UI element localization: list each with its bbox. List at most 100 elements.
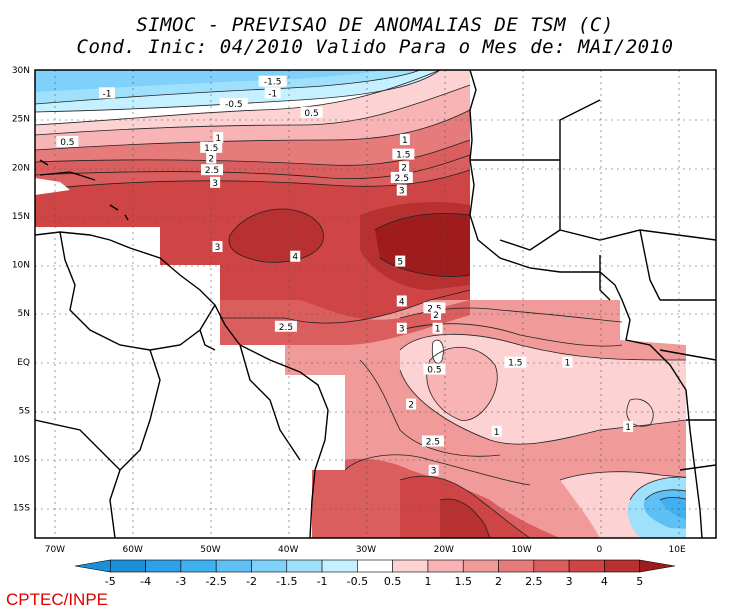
contour-label-bg [504, 356, 527, 368]
contour-label: 1 [402, 136, 408, 146]
contour-label: 0.5 [60, 138, 74, 148]
contour-label: 3 [399, 325, 405, 335]
contour-label: -1 [103, 89, 112, 99]
colorbar-label: -5 [105, 575, 116, 588]
colorbar-swatch [639, 559, 676, 573]
colorbar-label: 3 [566, 575, 573, 588]
colorbar-swatch [215, 559, 252, 573]
lat-tick-label: 30N [12, 66, 30, 76]
colorbar-label: -1.5 [276, 575, 297, 588]
contour-label: 3 [399, 187, 405, 197]
lon-tick-label: 30W [356, 545, 376, 555]
colorbar-label: 1.5 [454, 575, 472, 588]
contour-label: 2.5 [426, 438, 440, 448]
contour-label: 3 [215, 243, 221, 253]
contour-label-bg [290, 250, 301, 262]
lat-tick-label: 5S [19, 406, 31, 416]
colorbar-swatch [286, 559, 323, 573]
contour-label-bg [423, 363, 446, 375]
contour-label: 2.5 [395, 174, 409, 184]
contour-label-bg [423, 302, 446, 314]
contour-label-bg [399, 134, 410, 146]
contour-label: 1.5 [396, 151, 410, 161]
contour-label: 1.5 [204, 144, 218, 154]
contour-lines [35, 70, 716, 538]
latitude-labels: 30N 25N 20N 15N 10N 5N EQ 5S 10S 15S [12, 66, 30, 514]
contour-label: 0.5 [304, 109, 318, 119]
contour-label-bg [431, 309, 442, 321]
contour-label: 1 [215, 134, 221, 144]
contour-label-bg [432, 322, 443, 334]
contour-label-bg [274, 320, 297, 332]
contour-label: 4 [399, 297, 405, 307]
contour-label-bg [258, 75, 287, 87]
lat-tick-label: 10S [13, 455, 30, 465]
colorbar-swatch [462, 559, 499, 573]
contour-label: 5 [397, 258, 403, 268]
contour-label-bg [219, 98, 248, 110]
credit-label: CPTEC/INPE [6, 590, 109, 609]
colorbar-label: -2.5 [205, 575, 226, 588]
colorbar-label: -4 [140, 575, 151, 588]
colorbar-label: 0.5 [384, 575, 402, 588]
contour-label-bg [392, 148, 415, 160]
colorbar-swatch [145, 559, 182, 573]
contour-label: -0.5 [225, 100, 243, 110]
contour-label-bg [396, 184, 407, 196]
lon-tick-label: 40W [278, 545, 298, 555]
colorbar-label: 4 [601, 575, 608, 588]
colorbar-swatch [568, 559, 605, 573]
contour-label-bg [421, 435, 444, 447]
lat-tick-label: 25N [12, 115, 30, 125]
lon-tick-label: 50W [200, 545, 220, 555]
contour-label-bg [395, 255, 406, 267]
lon-tick-label: 20W [434, 545, 454, 555]
contour-label-bg [390, 171, 413, 183]
colorbar-swatch [498, 559, 535, 573]
contour-label: 1 [625, 423, 631, 433]
colorbar-swatch [109, 559, 146, 573]
colorbar-label: 5 [636, 575, 643, 588]
contour-label: -1 [268, 89, 277, 99]
contour-label-bg [491, 425, 502, 437]
map-subtitle: Cond. Inic: 04/2010 Valido Para o Mes de… [76, 36, 674, 58]
contour-label-bg [406, 398, 417, 410]
colorbar-swatch [180, 559, 217, 573]
contour-label-bg [201, 164, 224, 176]
contour-label-bg [623, 420, 634, 432]
lat-tick-label: EQ [17, 358, 30, 368]
colorbar-swatch [321, 559, 358, 573]
colorbar-swatch [533, 559, 570, 573]
contour-label: 3 [212, 179, 218, 189]
colorbar-swatch [604, 559, 641, 573]
contour-label: -1.5 [264, 78, 282, 88]
contour-label-bg [300, 106, 323, 118]
lon-tick-label: 10E [669, 545, 686, 555]
contour-label: 1 [565, 359, 571, 369]
contour-label-bg [428, 464, 439, 476]
contour-label: 1 [435, 325, 441, 335]
contour-label: 2 [401, 163, 407, 173]
contour-label: 1.5 [508, 359, 522, 369]
lat-tick-label: 20N [12, 163, 30, 173]
map-frame [34, 69, 717, 539]
contour-label-bg [206, 152, 217, 164]
map-title: SIMOC - PREVISAO DE ANOMALIAS DE TSM (C) [136, 14, 614, 36]
contour-label-bg [264, 87, 281, 99]
contour-label: 0.5 [427, 366, 441, 376]
contour-label-bg [562, 356, 573, 368]
contour-label-bg [56, 135, 79, 147]
contour-label: 2 [433, 311, 439, 321]
colorbar-swatch [251, 559, 288, 573]
colorbar-label: -0.5 [347, 575, 368, 588]
contour-label-bg [99, 87, 116, 99]
colorbar-label: -3 [175, 575, 186, 588]
colorbar-swatch [357, 559, 393, 573]
longitude-labels: 70W 60W 50W 40W 30W 20W 10W 0 10E [45, 545, 686, 555]
contour-label: 3 [431, 467, 437, 477]
lon-tick-label: 10W [511, 545, 531, 555]
colorbar-label: -1 [317, 575, 328, 588]
lat-tick-label: 5N [18, 309, 30, 319]
